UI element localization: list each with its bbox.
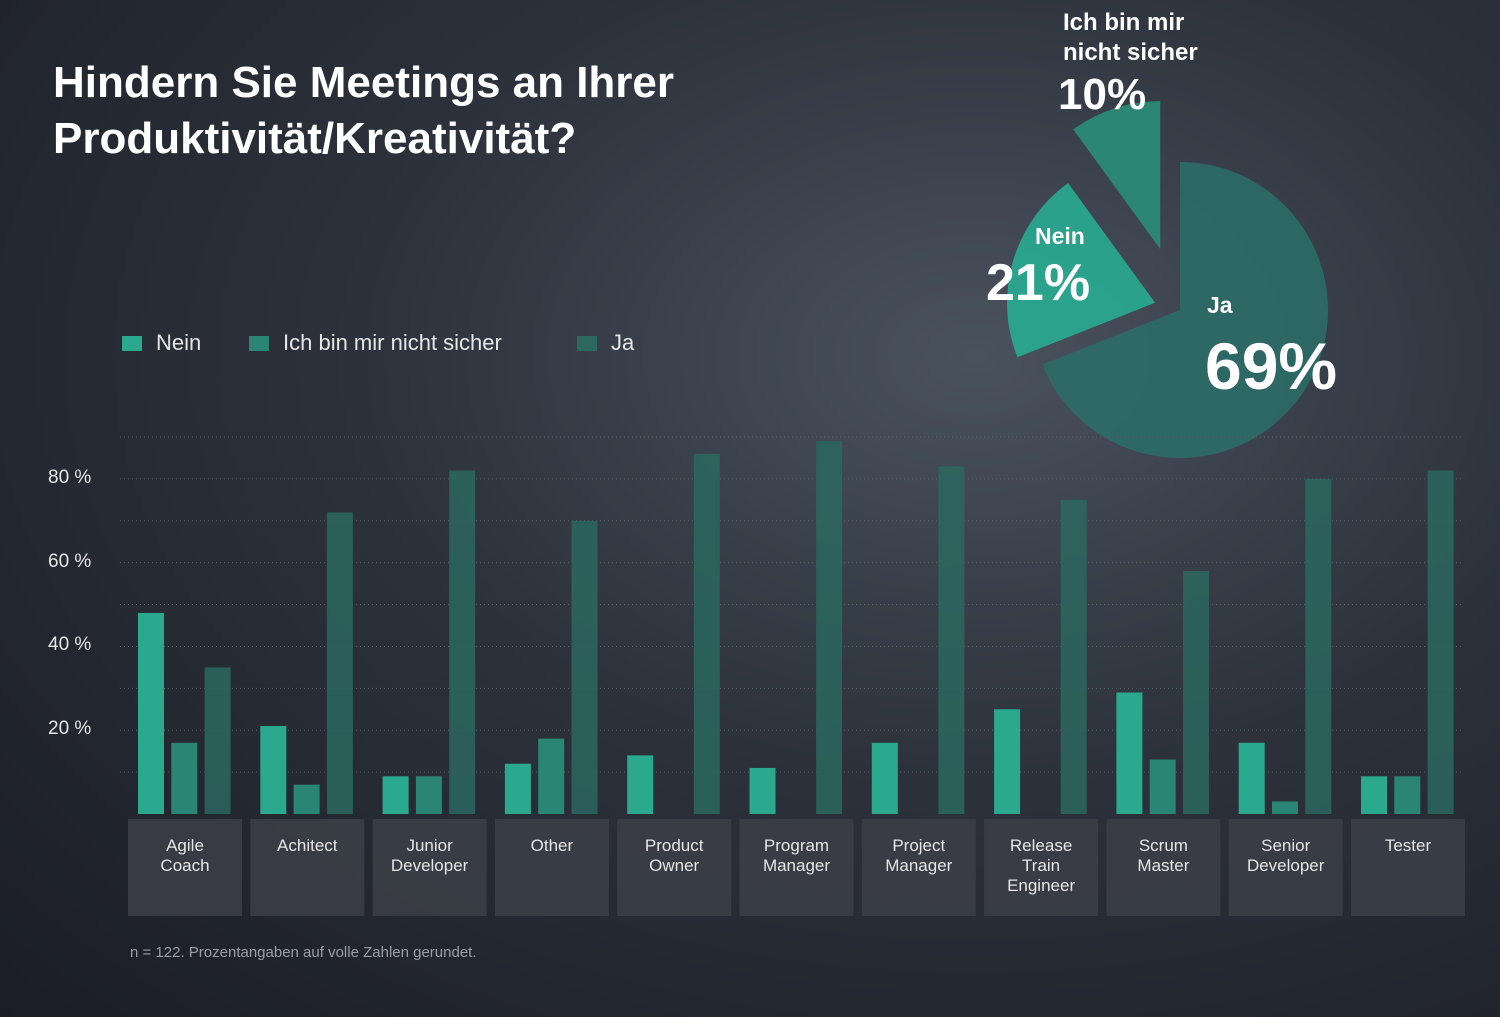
bar	[938, 466, 965, 814]
legend-swatch	[577, 336, 597, 351]
x-tick-label: Release Train Engineer	[1007, 836, 1076, 895]
bar	[627, 755, 654, 814]
y-tick-label: 80 %	[48, 466, 92, 488]
x-tick-label: Achitect	[277, 836, 338, 855]
x-tick-label: Tester	[1384, 836, 1432, 855]
slice-value-label: 69%	[1205, 329, 1338, 403]
bar	[382, 776, 409, 814]
footnote: n = 122. Prozentangaben auf volle Zahlen…	[130, 944, 477, 961]
bar	[1305, 478, 1332, 814]
category-box	[250, 819, 365, 916]
bar	[1060, 499, 1087, 814]
bar	[415, 776, 442, 814]
bar	[1361, 776, 1387, 814]
category-box	[1106, 819, 1221, 916]
x-tick-label: Product Owner	[644, 836, 704, 875]
bar	[538, 738, 565, 814]
legend-label: Ja	[611, 330, 635, 355]
x-tick-label: Senior Developer	[1246, 836, 1325, 875]
bar	[260, 726, 287, 814]
category-box	[1351, 819, 1465, 916]
slice-label: Nein	[1035, 223, 1085, 249]
bar	[749, 767, 776, 814]
category-box	[1228, 819, 1343, 916]
x-tick-label: Junior Developer	[390, 836, 469, 875]
x-tick-label: Scrum Master	[1137, 836, 1190, 875]
bar	[571, 520, 598, 814]
slice-label: Ja	[1207, 292, 1233, 318]
bar	[504, 763, 531, 814]
category-box	[739, 819, 854, 916]
pie-slice	[1007, 183, 1156, 358]
x-tick-label: Program Manager	[762, 836, 831, 875]
bar	[171, 742, 198, 814]
bar	[449, 470, 476, 814]
category-box	[617, 819, 732, 916]
y-tick-label: 60 %	[48, 550, 92, 572]
bar	[204, 667, 231, 814]
y-tick-label: 40 %	[48, 634, 92, 656]
bar	[1116, 692, 1143, 814]
slice-label: Ich bin mir nicht sicher	[1063, 9, 1198, 66]
bar	[293, 784, 320, 814]
bar	[1149, 759, 1176, 814]
x-tick-label: Project Manager	[885, 836, 953, 875]
bar	[1272, 801, 1298, 814]
category-box	[372, 819, 487, 916]
bar	[138, 612, 164, 814]
bar	[871, 742, 898, 814]
slice-value-label: 21%	[986, 254, 1091, 312]
slice-value-label: 10%	[1058, 70, 1147, 119]
legend-label: Nein	[156, 330, 202, 355]
bar	[1238, 742, 1265, 814]
category-box	[128, 819, 242, 916]
bar	[994, 709, 1021, 814]
pie-slice	[1042, 162, 1328, 459]
y-tick-label: 20 %	[48, 718, 92, 740]
category-box	[861, 819, 976, 916]
bar	[1427, 470, 1454, 814]
category-box	[984, 819, 1099, 916]
bar	[816, 441, 843, 814]
legend-label: Ich bin mir nicht sicher	[283, 330, 502, 355]
x-tick-label: Other	[530, 836, 574, 855]
legend-swatch	[249, 336, 269, 351]
legend-swatch	[122, 336, 142, 351]
pie-slice	[1073, 101, 1161, 250]
bar	[1394, 776, 1421, 814]
bar	[693, 453, 720, 814]
bar	[1183, 571, 1209, 814]
chart-title: Hindern Sie Meetings an Ihrer Produktivi…	[53, 58, 675, 163]
category-box	[494, 819, 609, 916]
x-tick-label: Agile Coach	[160, 836, 210, 875]
bar	[326, 512, 353, 814]
